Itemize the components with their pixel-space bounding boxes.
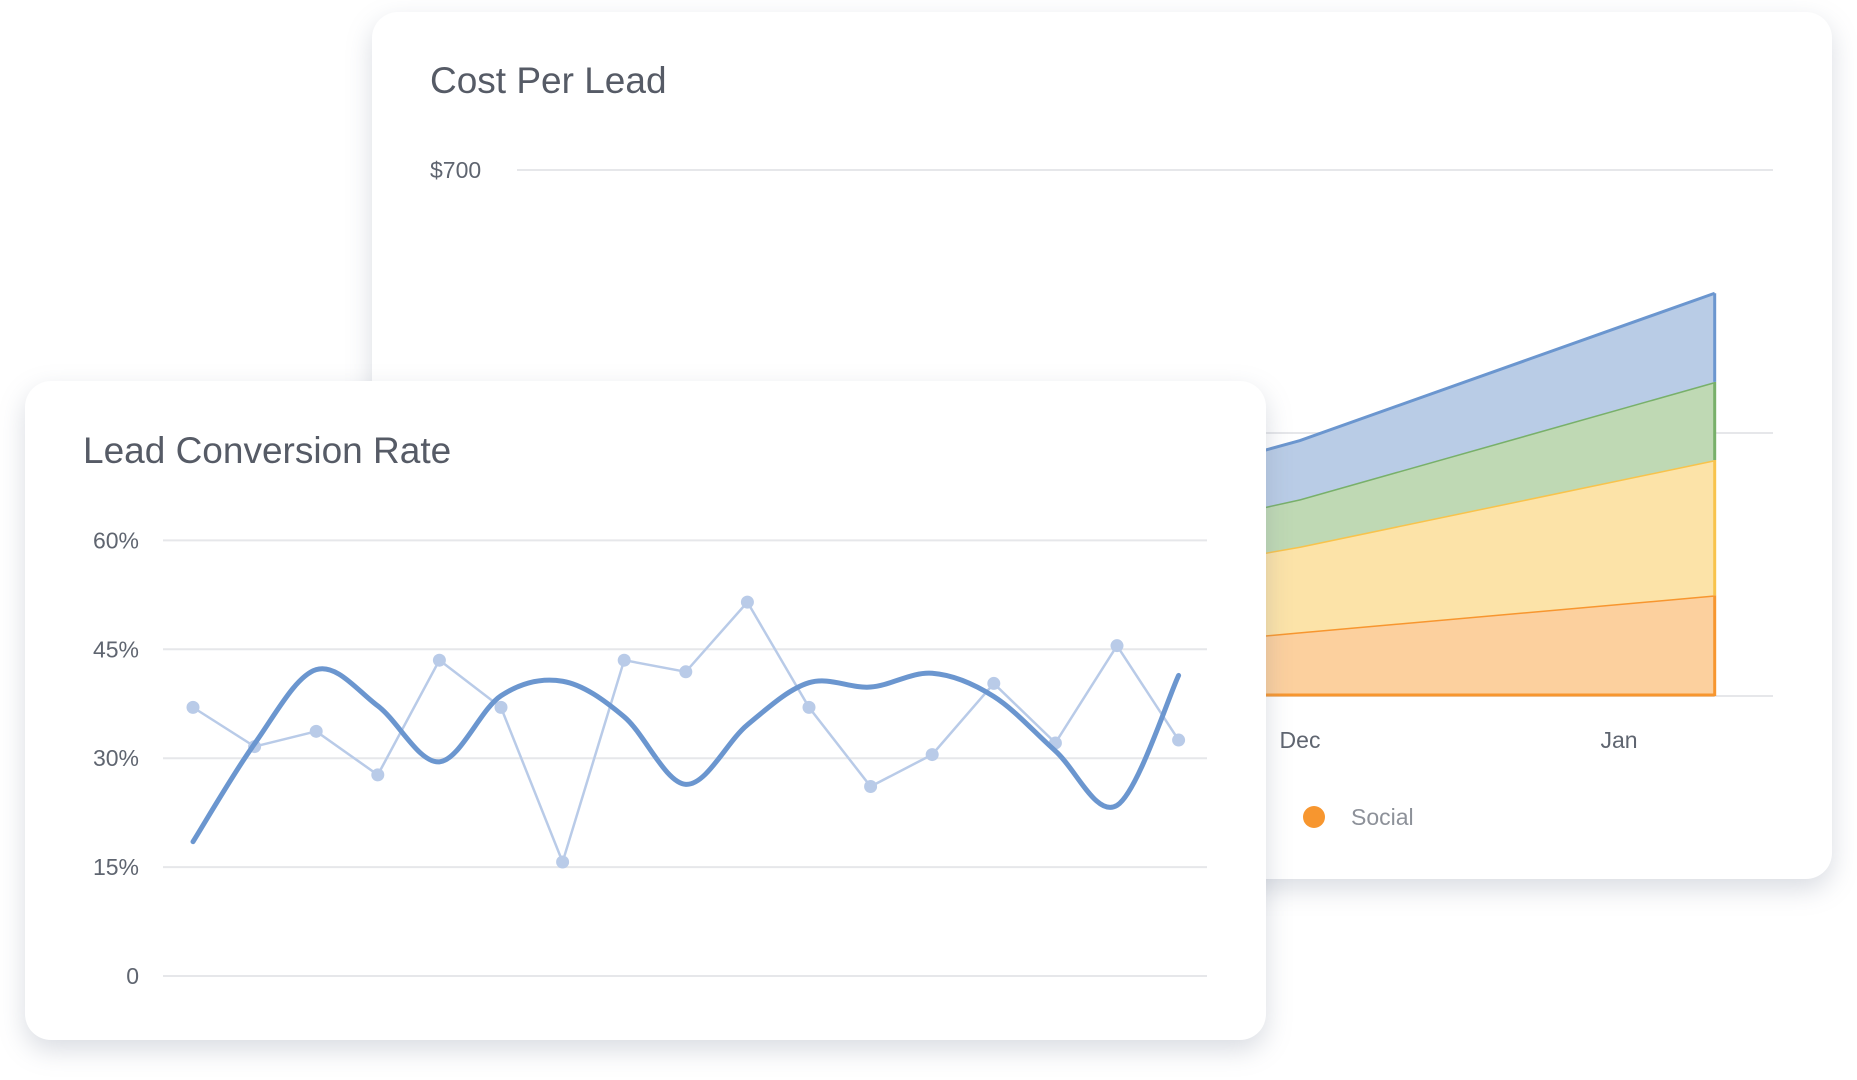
y-tick-label-45: 45% [93,636,139,662]
x-tick-label-dec: Dec [1280,727,1321,753]
light-series-point-11 [864,780,878,794]
legend-social-label: Social [1351,804,1414,830]
legend-social-dot [1303,806,1325,828]
light-series-point-9 [740,595,754,609]
light-series-point-12 [925,748,939,762]
light-series-point-7 [617,653,631,667]
cost-per-lead-title: Cost Per Lead [430,60,667,101]
light-series-point-3 [371,768,385,782]
x-tick-label-jan: Jan [1600,727,1637,753]
light-series-point-10 [802,700,816,714]
light-series-point-0 [186,700,200,714]
light-series-point-4 [432,653,446,667]
y-tick-label-700: $700 [430,157,481,183]
light-series-point-13 [987,676,1001,690]
light-series-line [192,599,1180,866]
light-series-point-15 [1110,639,1124,653]
light-series-point-16 [1172,733,1186,747]
dark-series-line [190,666,1182,845]
y-tick-label-15: 15% [93,854,139,880]
light-series-point-2 [309,724,323,738]
light-series-point-5 [494,700,508,714]
light-series-point-6 [556,855,570,869]
y-tick-label-30: 30% [93,745,139,771]
y-tick-label-60: 60% [93,527,139,553]
lead-conversion-title: Lead Conversion Rate [83,430,452,471]
y-tick-label-0: 0 [126,963,139,989]
light-series-point-8 [679,665,693,679]
lead-conversion-chart: 0 15% 30% 45% 60% [93,527,1207,989]
lead-conversion-card: Lead Conversion Rate 0 15% 30% 45% 60% [25,381,1266,1040]
